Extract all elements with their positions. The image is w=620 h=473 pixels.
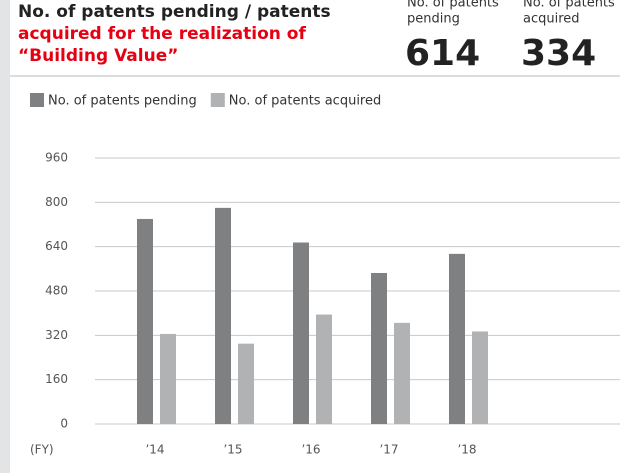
bar <box>137 218 153 424</box>
bar <box>394 322 410 424</box>
x-tick-label: ’15 <box>223 443 242 457</box>
x-axis-label: (FY) <box>30 443 54 457</box>
y-tick-label: 960 <box>45 151 68 165</box>
bar <box>215 207 231 424</box>
bar <box>472 331 488 424</box>
stat-label: No. of patents <box>523 0 615 11</box>
y-tick-label: 160 <box>45 372 68 386</box>
y-tick-label: 800 <box>45 195 68 209</box>
stat-label: pending <box>407 12 460 27</box>
stat-value: 614 <box>405 33 480 74</box>
bar <box>371 272 387 424</box>
title-line: “Building Value” <box>18 46 178 66</box>
side-strip <box>0 0 10 473</box>
y-tick-label: 640 <box>45 239 68 253</box>
stat-label: acquired <box>523 12 580 27</box>
bar <box>293 242 309 424</box>
bar <box>238 343 254 424</box>
y-tick-label: 0 <box>60 417 68 431</box>
x-tick-label: ’17 <box>379 443 398 457</box>
x-tick-label: ’18 <box>457 443 476 457</box>
legend-swatch <box>30 93 44 107</box>
legend-swatch <box>210 93 225 107</box>
bar <box>160 333 176 424</box>
x-tick-label: ’14 <box>145 443 164 457</box>
bar <box>316 314 332 424</box>
legend-label: No. of patents pending <box>48 94 197 109</box>
title-line: acquired for the realization of <box>18 24 306 44</box>
y-tick-label: 480 <box>45 284 68 298</box>
bar <box>449 253 465 424</box>
stat-value: 334 <box>521 33 596 74</box>
legend-label: No. of patents acquired <box>229 94 381 109</box>
y-tick-label: 320 <box>45 328 68 342</box>
title-line: No. of patents pending / patents <box>18 2 331 22</box>
x-tick-label: ’16 <box>301 443 320 457</box>
stat-label: No. of patents <box>407 0 499 11</box>
